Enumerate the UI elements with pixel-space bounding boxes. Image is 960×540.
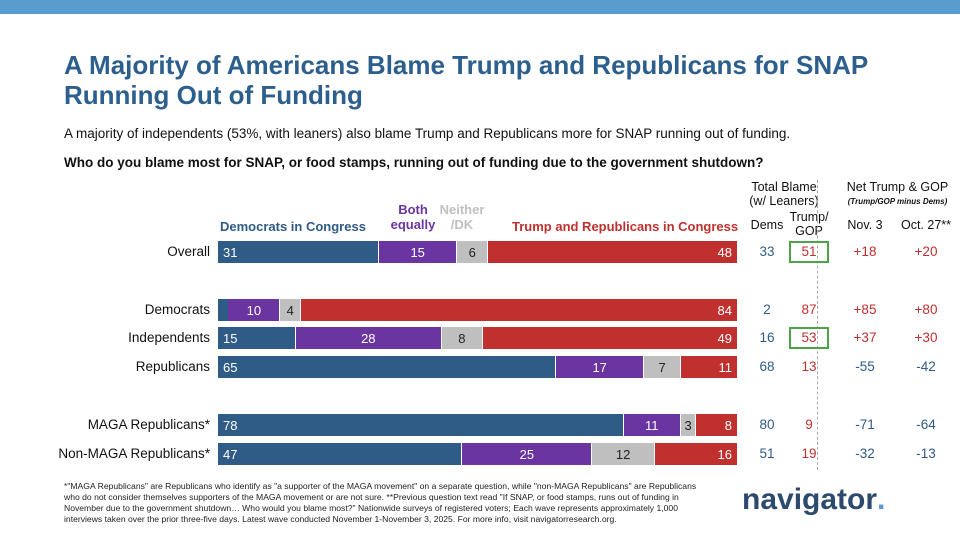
net-nov3-value: -55: [855, 359, 875, 374]
total-blame-dems-value: 51: [759, 446, 775, 461]
row-label: Independents: [128, 330, 210, 345]
total-blame-trump-value: 9: [805, 417, 813, 432]
bar-segment: 49: [483, 327, 737, 349]
row-label: Non-MAGA Republicans*: [58, 446, 210, 461]
net-nov3-value: -32: [855, 446, 875, 461]
bar-segment: [218, 299, 228, 321]
total-blame-header: Total Blame (w/ Leaners): [749, 180, 819, 208]
net-oct27-value: +30: [914, 330, 938, 345]
nov3-header: Nov. 3: [847, 218, 883, 232]
total-blame-trump-value: 13: [801, 359, 817, 374]
trump-gop-header: Trump/ GOP: [789, 210, 829, 238]
bar-segment: 12: [592, 443, 654, 465]
question: Who do you blame most for SNAP, or food …: [64, 155, 764, 170]
legend-dems: Democrats in Congress: [220, 219, 366, 234]
bar-segment: 84: [301, 299, 737, 321]
row-label: Republicans: [135, 359, 210, 374]
bar-segment: 4: [280, 299, 301, 321]
navigator-logo: navigator.: [742, 483, 886, 516]
net-header: Net Trump & GOP: [846, 180, 949, 194]
bar-segment: 31: [218, 241, 379, 263]
bar-segment: 3: [680, 414, 696, 436]
net-oct27-value: -42: [916, 359, 936, 374]
column-divider: [817, 180, 818, 470]
dems-header: Dems: [750, 218, 784, 232]
oct27-header: Oct. 27**: [900, 218, 952, 232]
net-nov3-value: -71: [855, 417, 875, 432]
bar-segment: 16: [654, 443, 737, 465]
bar-segment: 11: [680, 356, 737, 378]
total-blame-trump-value: 51: [789, 241, 829, 263]
legend-trump: Trump and Republicans in Congress: [512, 219, 739, 234]
bar-segment: 47: [218, 443, 462, 465]
page-title: A Majority of Americans Blame Trump and …: [64, 50, 868, 110]
top-band: [0, 0, 960, 14]
net-oct27-value: +80: [914, 302, 938, 317]
total-blame-trump-value: 53: [789, 327, 829, 349]
bar-segment: 25: [462, 443, 592, 465]
net-nov3-value: +37: [853, 330, 877, 345]
subtitle: A majority of independents (53%, with le…: [64, 126, 791, 141]
bar-segment: 7: [644, 356, 680, 378]
total-blame-dems-value: 80: [759, 417, 775, 432]
bar-segment: 11: [623, 414, 680, 436]
bar-segment: 48: [488, 241, 737, 263]
net-nov3-value: +85: [853, 302, 877, 317]
total-blame-dems-value: 2: [763, 302, 771, 317]
bar-segment: 15: [379, 241, 457, 263]
bar-segment: 28: [296, 327, 441, 349]
net-oct27-value: -64: [916, 417, 936, 432]
row-label: Overall: [167, 244, 210, 259]
footnote: *"MAGA Republicans" are Republicans who …: [64, 481, 697, 524]
total-blame-dems-value: 68: [759, 359, 775, 374]
bar-segment: 10: [228, 299, 280, 321]
bar-segment: 17: [556, 356, 644, 378]
legend-both: Both equally: [390, 202, 436, 232]
bar-segment: 8: [441, 327, 483, 349]
total-blame-trump-value: 19: [801, 446, 817, 461]
bar-segment: 15: [218, 327, 295, 349]
net-oct27-value: +20: [914, 244, 938, 259]
bar-segment: 8: [696, 414, 737, 436]
bar-segment: 78: [218, 414, 623, 436]
net-oct27-value: -13: [916, 446, 936, 461]
row-label: MAGA Republicans*: [87, 417, 210, 432]
net-nov3-value: +18: [853, 244, 877, 259]
total-blame-dems-value: 33: [759, 244, 775, 259]
legend-neither: Neither /DK: [439, 202, 485, 232]
net-subheader: (Trump/GOP minus Dems): [847, 197, 948, 206]
row-label: Democrats: [144, 302, 210, 317]
total-blame-dems-value: 16: [759, 330, 775, 345]
bar-segment: 6: [457, 241, 488, 263]
total-blame-trump-value: 87: [801, 302, 817, 317]
bar-segment: 65: [218, 356, 555, 378]
